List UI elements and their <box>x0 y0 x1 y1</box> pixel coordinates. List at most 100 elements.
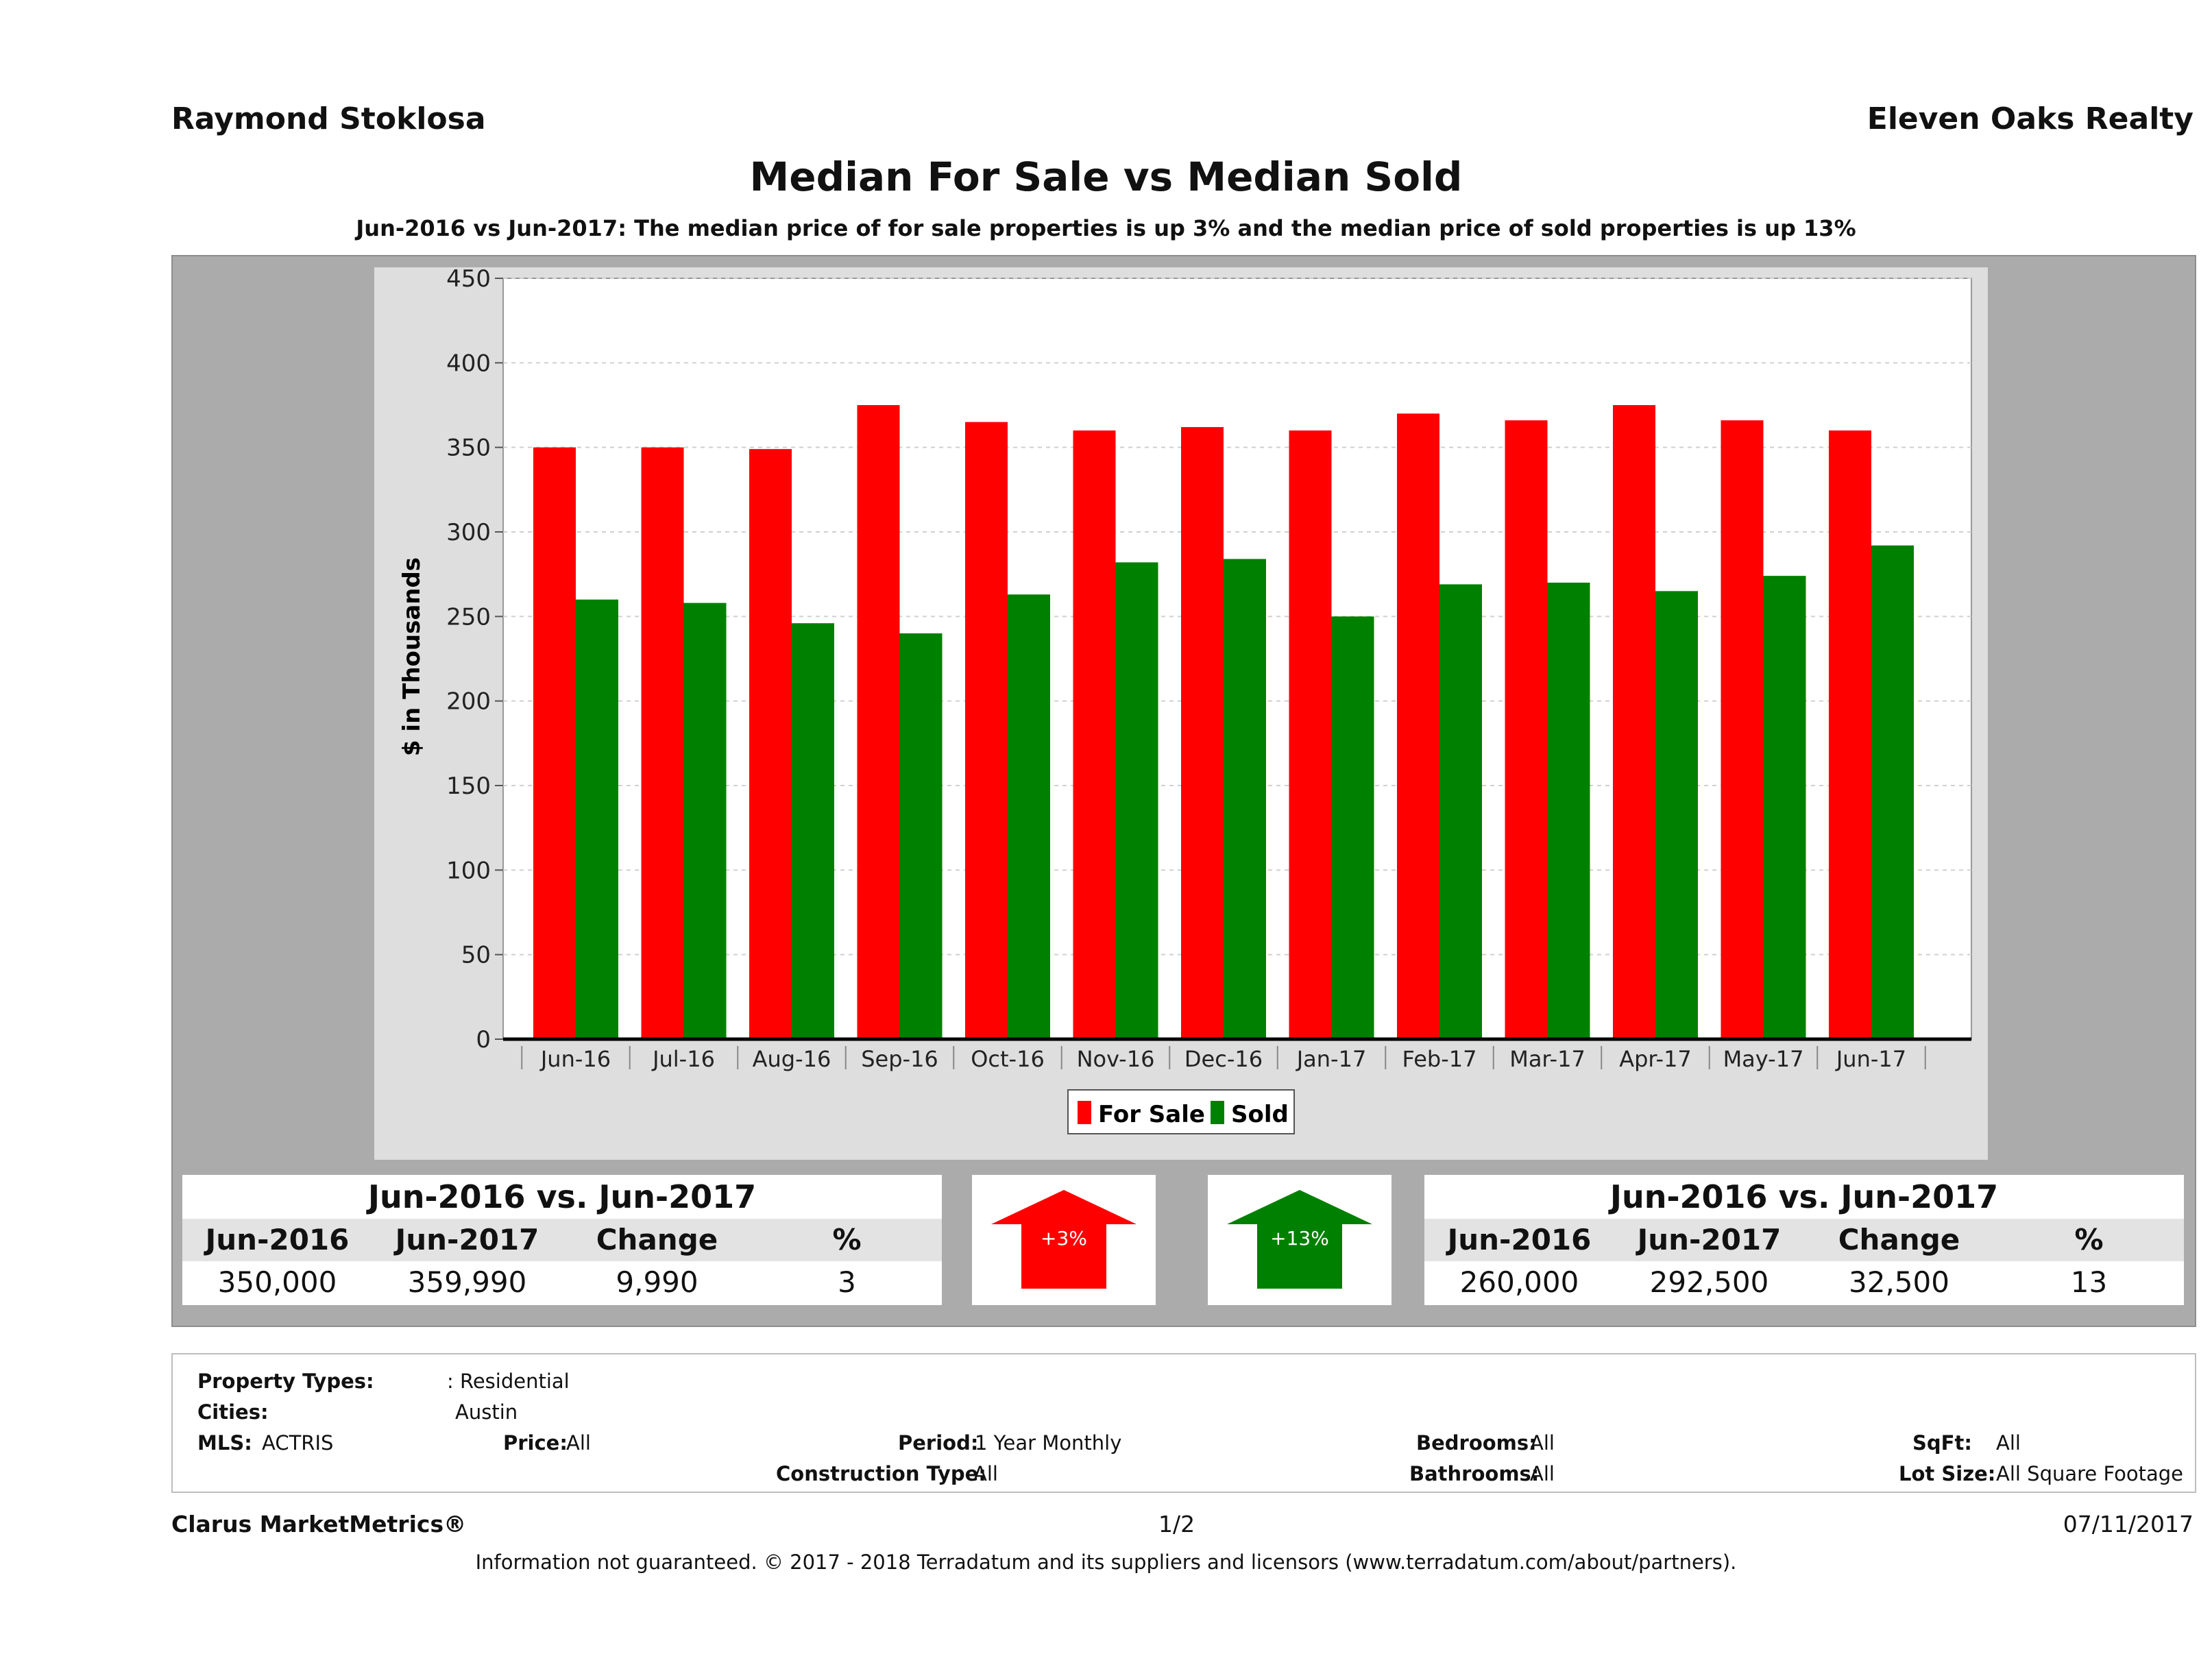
x-tick-label: Apr-17 <box>1619 1046 1692 1072</box>
bar-for-sale <box>965 422 1008 1039</box>
x-tick-label: Jul-16 <box>651 1046 715 1072</box>
column-header: Change <box>596 1223 718 1256</box>
construction-type-label: Construction Type: <box>776 1462 986 1485</box>
lot-size-label: Lot Size: <box>1899 1462 1996 1485</box>
search-criteria-box: Property Types: : Residential Cities: Au… <box>171 1353 2196 1493</box>
bar-for-sale <box>749 449 792 1039</box>
bar-for-sale <box>1721 420 1764 1039</box>
cities-label: Cities: <box>197 1400 269 1424</box>
chart-title: Median For Sale vs Median Sold <box>749 154 1463 200</box>
stat-value: 359,990 <box>407 1265 527 1299</box>
bedrooms-label: Bedrooms: <box>1416 1431 1537 1455</box>
for-sale-stats-heading: Jun-2016 vs. Jun-2017 <box>367 1178 757 1215</box>
y-tick-label: 350 <box>446 435 491 462</box>
mls-label: MLS: <box>197 1431 252 1455</box>
sold-change-label: +13% <box>1270 1227 1329 1250</box>
bar-sold <box>1439 584 1482 1039</box>
x-tick-label: Oct-16 <box>971 1046 1045 1072</box>
stat-value: 32,500 <box>1849 1265 1949 1299</box>
column-header: Change <box>1838 1223 1960 1256</box>
bar-for-sale <box>857 405 900 1039</box>
lot-size-value: All Square Footage <box>1996 1462 2184 1485</box>
cities-value: Austin <box>455 1400 518 1424</box>
bar-sold <box>1763 576 1806 1039</box>
up-arrow-shape <box>1227 1190 1372 1289</box>
chart-legend: For Sale Sold <box>1067 1089 1295 1134</box>
legend-swatch-sold <box>1211 1101 1224 1124</box>
x-tick-label: Jan-17 <box>1296 1046 1367 1072</box>
y-tick-label: 400 <box>446 350 491 377</box>
stat-value: 292,500 <box>1649 1265 1769 1299</box>
mls-value: ACTRIS <box>262 1431 334 1455</box>
bar-sold <box>792 623 834 1039</box>
legend-swatch-for-sale <box>1078 1101 1091 1124</box>
x-tick-label: Jun-16 <box>539 1046 611 1072</box>
bedrooms-value: All <box>1530 1431 1555 1455</box>
sqft-label: SqFt: <box>1912 1431 1972 1455</box>
bar-for-sale <box>1829 430 1871 1039</box>
page-number: 1/2 <box>1158 1511 1195 1537</box>
column-header: % <box>2074 1223 2104 1256</box>
bar-sold <box>1115 562 1158 1039</box>
agent-name: Raymond Stoklosa <box>171 101 486 136</box>
x-tick-label: Dec-16 <box>1184 1046 1263 1072</box>
bar-for-sale <box>1613 405 1655 1039</box>
stat-value: 13 <box>2070 1265 2108 1299</box>
column-header: Jun-2017 <box>1637 1223 1782 1256</box>
y-axis-label: $ in Thousands <box>398 557 426 756</box>
bar-for-sale <box>1397 413 1439 1039</box>
property-types-label: Property Types: <box>197 1370 374 1393</box>
sold-change-arrow-box: +13% <box>1208 1175 1391 1305</box>
property-types-value: : Residential <box>447 1370 570 1393</box>
bar-sold <box>683 603 727 1039</box>
footer-brand: Clarus MarketMetrics® <box>171 1511 467 1537</box>
y-tick-label: 200 <box>446 688 491 716</box>
stat-value: 260,000 <box>1459 1265 1579 1299</box>
y-tick-label: 50 <box>461 942 491 969</box>
y-tick-label: 300 <box>446 519 491 546</box>
price-value: All <box>566 1431 591 1455</box>
construction-type-value: All <box>973 1462 998 1485</box>
bar-for-sale <box>533 447 576 1039</box>
sold-stats-table: Jun-2016 vs. Jun-2017 Jun-2016 Jun-2017 … <box>1424 1175 2184 1305</box>
brokerage-name: Eleven Oaks Realty <box>1867 101 2193 136</box>
bar-sold <box>1008 594 1050 1039</box>
for-sale-stats-columns: Jun-2016 Jun-2017 Change % <box>182 1219 942 1261</box>
x-tick-label: May-17 <box>1723 1046 1804 1072</box>
stat-value: 9,990 <box>616 1265 698 1299</box>
x-tick-label: Aug-16 <box>753 1046 831 1072</box>
chart-subtitle: Jun-2016 vs Jun-2017: The median price o… <box>356 215 1856 241</box>
period-label: Period: <box>898 1431 979 1455</box>
y-tick-label: 100 <box>446 857 491 884</box>
y-tick-label: 450 <box>446 267 491 293</box>
for-sale-stats-values: 350,000 359,990 9,990 3 <box>182 1261 942 1304</box>
column-header: Jun-2017 <box>395 1223 539 1256</box>
bar-sold <box>1224 559 1266 1039</box>
bar-sold <box>1871 545 1914 1039</box>
y-tick-label: 0 <box>476 1026 491 1054</box>
bar-for-sale <box>1073 430 1116 1039</box>
stat-value: 350,000 <box>217 1265 337 1299</box>
bar-for-sale <box>1505 420 1548 1039</box>
for-sale-stats-table: Jun-2016 vs. Jun-2017 Jun-2016 Jun-2017 … <box>182 1175 942 1305</box>
bar-for-sale <box>641 447 684 1039</box>
for-sale-change-label: +3% <box>1041 1227 1087 1250</box>
column-header: Jun-2016 <box>1447 1223 1592 1256</box>
bar-sold <box>1547 583 1590 1039</box>
for-sale-change-arrow-box: +3% <box>972 1175 1156 1305</box>
sold-stats-columns: Jun-2016 Jun-2017 Change % <box>1424 1219 2184 1261</box>
legend-label-sold: Sold <box>1231 1101 1289 1128</box>
sold-stats-values: 260,000 292,500 32,500 13 <box>1424 1261 2184 1304</box>
bar-for-sale <box>1289 430 1332 1039</box>
x-tick-label: Sep-16 <box>861 1046 938 1072</box>
report-date: 07/11/2017 <box>2063 1511 2193 1537</box>
up-arrow-shape <box>991 1190 1137 1289</box>
bar-sold <box>1655 591 1698 1039</box>
period-value: 1 Year Monthly <box>975 1431 1122 1455</box>
x-tick-label: Jun-17 <box>1835 1046 1906 1072</box>
legend-box <box>1067 1089 1295 1134</box>
column-header: Jun-2016 <box>205 1223 350 1256</box>
bar-for-sale <box>1181 427 1224 1039</box>
bar-sold <box>576 599 618 1039</box>
bar-sold <box>899 633 943 1039</box>
